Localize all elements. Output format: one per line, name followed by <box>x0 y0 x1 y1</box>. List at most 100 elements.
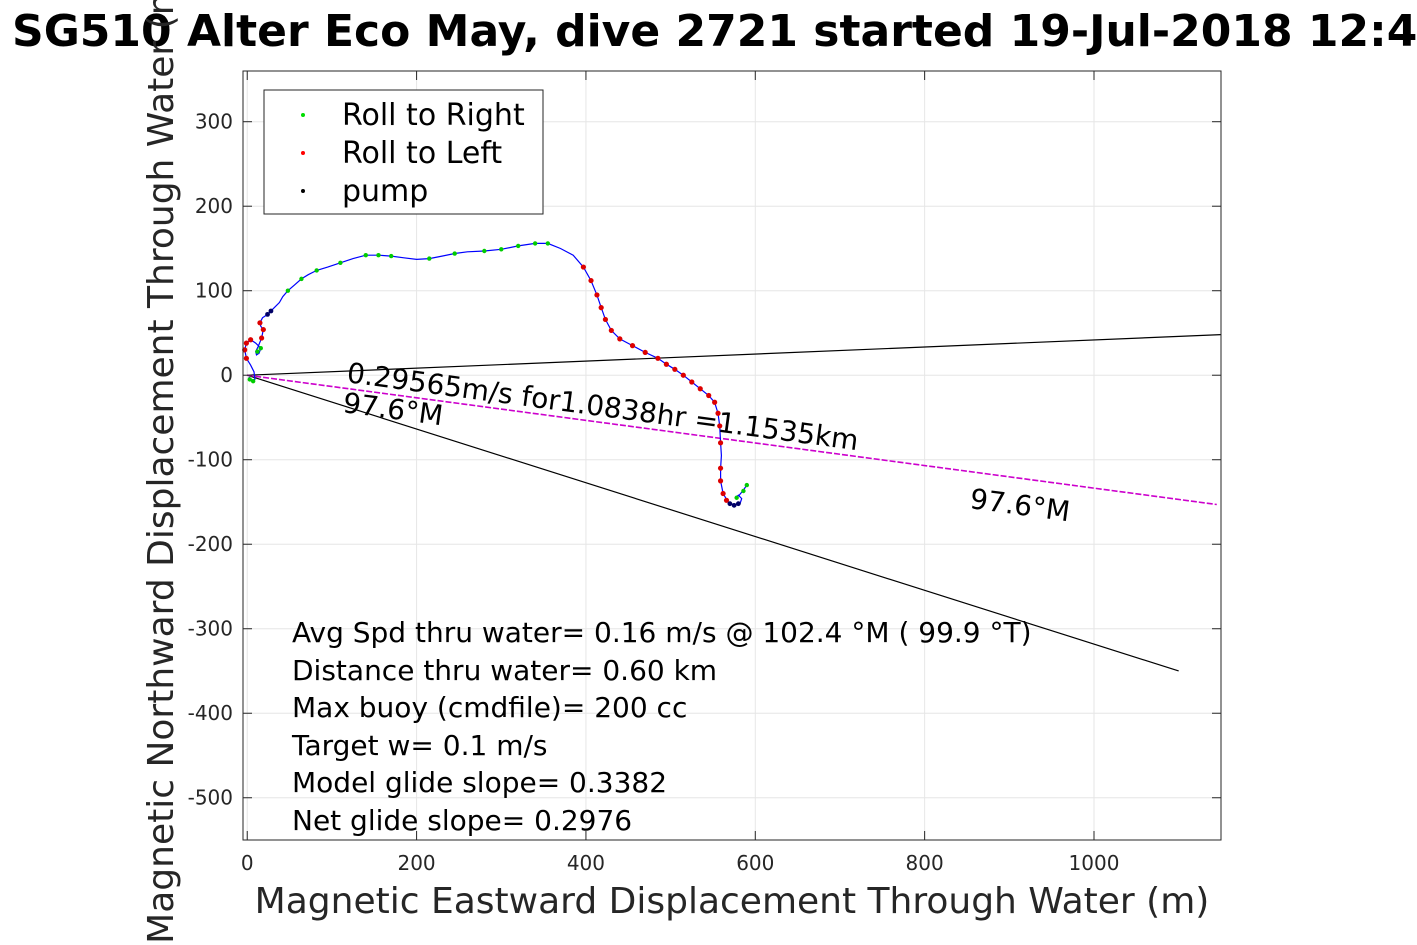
stats-block: Avg Spd thru water= 0.16 m/s @ 102.4 °M … <box>291 616 1032 837</box>
roll-left-point <box>717 423 723 429</box>
roll-right-point <box>250 378 256 384</box>
dive-track <box>244 242 748 507</box>
y-tick-label: 300 <box>195 110 233 134</box>
pump-point <box>735 501 741 507</box>
stat-max-buoy: Max buoy (cmdfile)= 200 cc <box>292 691 687 724</box>
pump-point <box>265 311 270 317</box>
y-tick-label: -300 <box>188 617 233 641</box>
roll-right-point <box>482 248 487 254</box>
roll-left-point <box>697 386 703 392</box>
roll-left-point <box>260 326 266 333</box>
x-tick-label: 0 <box>241 851 254 875</box>
legend-box <box>263 89 544 215</box>
roll-left-point <box>257 320 263 326</box>
legend-label-pump: pump <box>342 174 428 209</box>
roll-left-point <box>715 410 721 416</box>
roll-left-point <box>580 264 586 270</box>
roll-left-point <box>243 340 249 346</box>
roll-left-point <box>655 355 661 361</box>
reference-line-upper <box>247 334 1222 376</box>
chart-title: SG510 Alter Eco May, dive 2721 started 1… <box>12 6 1417 57</box>
stat-model-glide: Model glide slope= 0.3382 <box>292 766 667 799</box>
legend-label-roll-left: Roll to Left <box>342 136 502 171</box>
legend-label-roll-right: Roll to Right <box>342 98 525 133</box>
roll-right-point <box>744 482 750 488</box>
stat-distance: Distance thru water= 0.60 km <box>292 654 717 687</box>
roll-left-point <box>723 497 730 503</box>
roll-left-point <box>602 316 609 323</box>
roll-right-point <box>314 268 319 273</box>
roll-left-point <box>598 305 604 311</box>
roll-left-point <box>259 335 265 341</box>
grid-lines <box>243 71 1221 840</box>
roll-right-point <box>452 251 457 256</box>
x-axis-label: Magnetic Eastward Displacement Through W… <box>255 881 1210 922</box>
roll-right-point <box>532 241 538 246</box>
roll-right-point <box>499 247 504 252</box>
stat-target-w: Target w= 0.1 m/s <box>291 729 548 762</box>
legend-marker-roll-left <box>301 151 305 155</box>
reference-lines <box>247 334 1222 672</box>
roll-left-point <box>717 440 724 446</box>
roll-right-point <box>363 253 368 258</box>
x-tick-label: 400 <box>567 851 605 875</box>
y-tick-label: 100 <box>195 279 233 303</box>
pump-point <box>731 502 737 508</box>
y-tick-label: -500 <box>188 786 233 810</box>
roll-right-point <box>545 241 551 246</box>
roll-left-point <box>663 361 669 367</box>
roll-left-point <box>594 292 600 298</box>
roll-markers <box>242 241 750 508</box>
roll-left-point <box>243 355 249 361</box>
roll-right-point <box>338 260 343 266</box>
roll-right-point <box>734 495 739 500</box>
roll-right-point <box>388 253 394 259</box>
roll-left-point <box>706 392 712 399</box>
roll-right-point <box>515 243 521 249</box>
roll-left-point <box>689 379 695 385</box>
y-tick-label: 0 <box>220 363 233 387</box>
roll-left-point <box>608 327 614 334</box>
roll-left-point <box>629 343 636 349</box>
x-tick-label: 1000 <box>1069 851 1120 875</box>
y-axis-label: Magnetic Northward Displacement Through … <box>141 0 182 944</box>
roll-left-point <box>642 349 648 356</box>
roll-right-point <box>247 377 252 382</box>
pump-point <box>268 308 274 314</box>
y-tick-label: -400 <box>188 701 233 725</box>
legend-marker-pump <box>301 189 305 193</box>
legend-marker-roll-right <box>301 113 305 117</box>
stat-net-glide: Net glide slope= 0.2976 <box>292 804 632 837</box>
y-tick-label: -100 <box>188 448 233 472</box>
y-tick-label: -200 <box>188 532 233 556</box>
axes-box <box>242 70 1222 841</box>
reference-line-mean <box>247 374 1217 506</box>
roll-right-point <box>299 276 304 282</box>
roll-right-point <box>376 253 381 258</box>
roll-right-point <box>741 488 746 494</box>
roll-left-point <box>672 366 678 372</box>
roll-left-point <box>248 337 254 343</box>
x-tick-label: 200 <box>397 851 435 875</box>
roll-right-point <box>285 288 291 293</box>
axis-ticks: 0 200 400 600 800 10003002001000-100-200-300-… <box>188 71 1221 875</box>
roll-right-point <box>255 349 260 354</box>
x-tick-label: 800 <box>906 851 944 875</box>
heading-label-far: 97.6°M <box>968 482 1072 528</box>
roll-right-point <box>427 256 432 261</box>
roll-left-point <box>588 277 594 284</box>
reference-line-lower <box>247 374 1179 672</box>
roll-left-point <box>617 336 623 342</box>
roll-left-point <box>717 465 724 471</box>
roll-left-point <box>712 399 718 405</box>
legend: Roll to Right Roll to Left pump <box>263 89 544 215</box>
roll-left-point <box>680 372 686 378</box>
y-tick-label: 200 <box>195 194 233 218</box>
track-line <box>244 242 748 507</box>
x-tick-label: 600 <box>736 851 774 875</box>
roll-left-point <box>720 490 726 497</box>
roll-left-point <box>717 478 724 484</box>
pump-point <box>727 501 733 507</box>
roll-right-point <box>258 345 263 351</box>
